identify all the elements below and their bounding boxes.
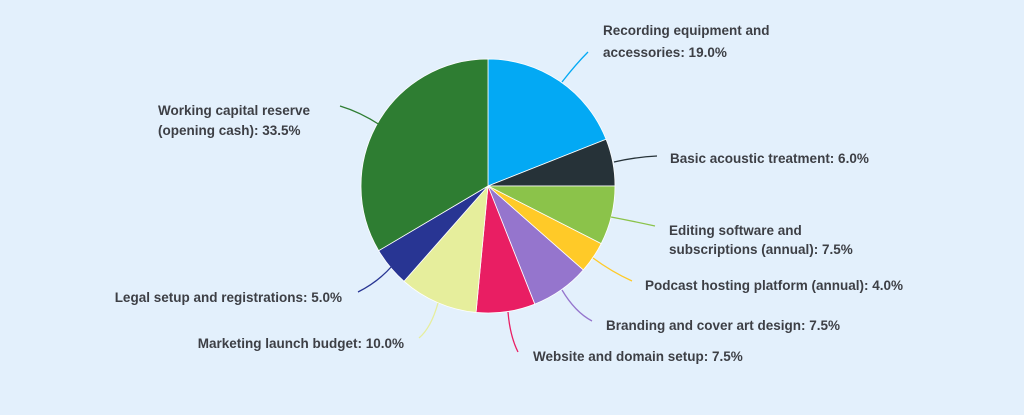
leader-lines [339,51,658,353]
leader-line [592,257,633,282]
slice-label: Recording equipment and [603,23,770,38]
leader-line [561,289,593,322]
slice-label: Website and domain setup: 7.5% [533,349,743,364]
leader-line [610,216,656,227]
slice-label: Working capital reserve [158,103,311,118]
leader-line [418,302,439,339]
slice-label: accessories: 19.0% [603,45,727,60]
pie-slice-6[interactable] [403,184,489,313]
pie-slices [360,58,616,314]
slice-label: Editing software and [669,223,802,238]
leader-line [561,51,589,83]
pie-slice-0[interactable] [487,58,607,187]
slice-label: (opening cash): 33.5% [158,123,301,138]
slice-label: Branding and cover art design: 7.5% [606,318,840,333]
slice-label: Podcast hosting platform (annual): 4.0% [645,278,903,293]
leader-line [357,265,393,293]
leader-line [339,105,381,126]
leader-line [613,155,658,163]
slice-label: Basic acoustic treatment: 6.0% [670,151,869,166]
slice-labels: Recording equipment and accessories: 19.0… [115,23,903,364]
slice-label: Legal setup and registrations: 5.0% [115,290,342,305]
slice-label: Marketing launch budget: 10.0% [198,336,404,351]
leader-line [507,311,519,353]
slice-label: subscriptions (annual): 7.5% [669,242,853,257]
